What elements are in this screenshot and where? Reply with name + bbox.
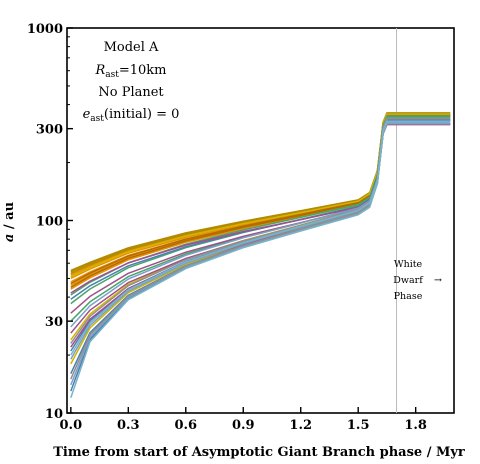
- y-tick-label: 30: [45, 315, 63, 330]
- model-annotation: Model A Rast=10km No Planet east(initial…: [83, 40, 180, 124]
- x-tick-label: 0.9: [232, 418, 255, 433]
- wd-label-white: White: [394, 259, 423, 270]
- series-line: [70, 113, 451, 278]
- annotation-ecc-value: (initial) = 0: [104, 107, 180, 122]
- series-line: [70, 112, 451, 272]
- annotation-radius-symbol: R: [94, 63, 105, 78]
- wd-label-dwarf: Dwarf: [393, 275, 424, 286]
- series-line: [70, 117, 451, 344]
- series-line: [70, 119, 451, 375]
- series-line: [70, 113, 451, 275]
- y-tick-label: 300: [36, 123, 63, 138]
- series-line: [70, 123, 451, 386]
- series-line: [70, 120, 451, 356]
- y-axis-title: a / au: [2, 202, 17, 242]
- series-layer: [70, 112, 451, 399]
- series-line: [70, 120, 451, 399]
- annotation-model: Model A: [104, 40, 159, 55]
- annotation-eccentricity: east(initial) = 0: [83, 107, 180, 124]
- x-tick-label: 1.8: [404, 418, 427, 433]
- white-dwarf-label: White Dwarf → Phase: [393, 259, 442, 302]
- y-axis-unit: / au: [2, 202, 17, 234]
- annotation-ecc-sub: ast: [90, 114, 104, 124]
- x-tick-label: 1.5: [347, 418, 370, 433]
- y-tick-label: 1000: [27, 22, 63, 37]
- y-tick-label: 10: [45, 407, 63, 422]
- x-tick-label: 0.3: [117, 418, 140, 433]
- series-line: [70, 118, 451, 300]
- wd-arrow-icon: →: [434, 275, 442, 286]
- y-tick-label: 100: [36, 215, 63, 230]
- annotation-radius: Rast=10km: [94, 63, 166, 80]
- series-line: [70, 114, 451, 280]
- annotation-radius-sub: ast: [105, 70, 119, 80]
- x-tick-label: 0.6: [174, 418, 197, 433]
- wd-label-phase: Phase: [394, 291, 423, 302]
- annotation-radius-value: =10km: [119, 63, 167, 78]
- x-tick-label: 1.2: [289, 418, 312, 433]
- ticks-layer: 0.0 0.3 0.6 0.9 1.2 1.5 1.8 10 30 100 300 1000: [27, 22, 427, 433]
- x-axis-title: Time from start of Asymptotic Giant Bran…: [53, 445, 465, 460]
- annotation-planet: No Planet: [98, 85, 164, 100]
- y-axis-symbol: a: [2, 234, 17, 242]
- series-line: [70, 113, 451, 276]
- x-tick-label: 0.0: [60, 418, 83, 433]
- annotation-ecc-symbol: e: [83, 107, 91, 122]
